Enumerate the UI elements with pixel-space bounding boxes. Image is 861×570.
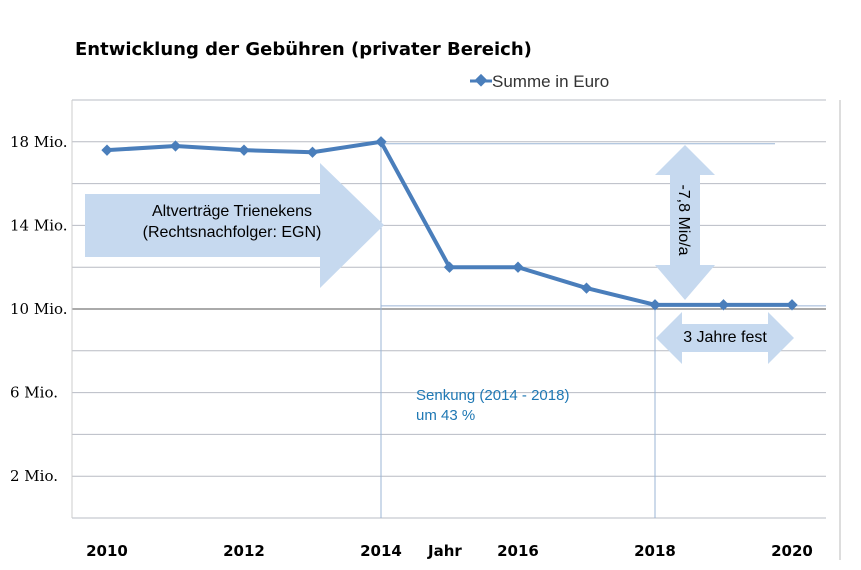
y-tick-label: 14 Mio. xyxy=(10,216,68,234)
x-tick-label: 2014 xyxy=(360,542,402,560)
data-point xyxy=(306,146,319,158)
data-point xyxy=(375,136,387,148)
data-point xyxy=(443,261,456,273)
annotation-old-contracts-2: (Rechtsnachfolger: EGN) xyxy=(143,224,322,241)
legend-label: Summe in Euro xyxy=(492,72,609,91)
y-tick-label: 2 Mio. xyxy=(10,467,58,485)
legend: Summe in Euro xyxy=(470,72,609,91)
gridlines xyxy=(71,99,841,560)
y-tick-label: 18 Mio. xyxy=(10,133,68,151)
data-point xyxy=(101,144,113,156)
data-point xyxy=(786,299,798,311)
annotation-reduction-1: Senkung (2014 - 2018) xyxy=(416,387,569,404)
x-tick-label: 2012 xyxy=(223,542,265,560)
data-point xyxy=(238,144,250,156)
data-point xyxy=(580,282,593,294)
x-tick-label: 2018 xyxy=(634,542,676,560)
chart-title: Entwicklung der Gebühren (privater Berei… xyxy=(75,39,532,60)
data-point xyxy=(717,299,730,311)
data-point xyxy=(512,261,524,273)
y-tick-label: 10 Mio. xyxy=(10,300,68,318)
annotation-fixed-period: 3 Jahre fest xyxy=(683,329,767,346)
data-point xyxy=(649,299,661,311)
x-axis-label: Jahr xyxy=(427,542,462,560)
annotation-arrows xyxy=(85,145,794,364)
x-tick-label: 2016 xyxy=(497,542,539,560)
annotation-reduction-amount: -7,8 Mio/a xyxy=(675,184,692,255)
y-tick-label: 6 Mio. xyxy=(10,384,58,402)
y-axis-ticks: 2 Mio. 6 Mio. 10 Mio. 14 Mio. 18 Mio. xyxy=(10,133,68,485)
double-arrow-horizontal-shape xyxy=(656,312,794,364)
x-tick-label: 2010 xyxy=(86,542,128,560)
annotation-reduction-2: um 43 % xyxy=(416,407,475,424)
legend-marker-icon xyxy=(474,73,488,87)
x-tick-label: 2020 xyxy=(771,542,813,560)
annotation-old-contracts-1: Altverträge Trienekens xyxy=(152,203,312,220)
data-point xyxy=(169,140,182,152)
x-axis-ticks: 2010 2012 2014 2016 2018 2020 xyxy=(86,542,813,560)
double-arrow-vertical-shape xyxy=(655,145,715,300)
right-arrow-shape xyxy=(85,163,384,288)
